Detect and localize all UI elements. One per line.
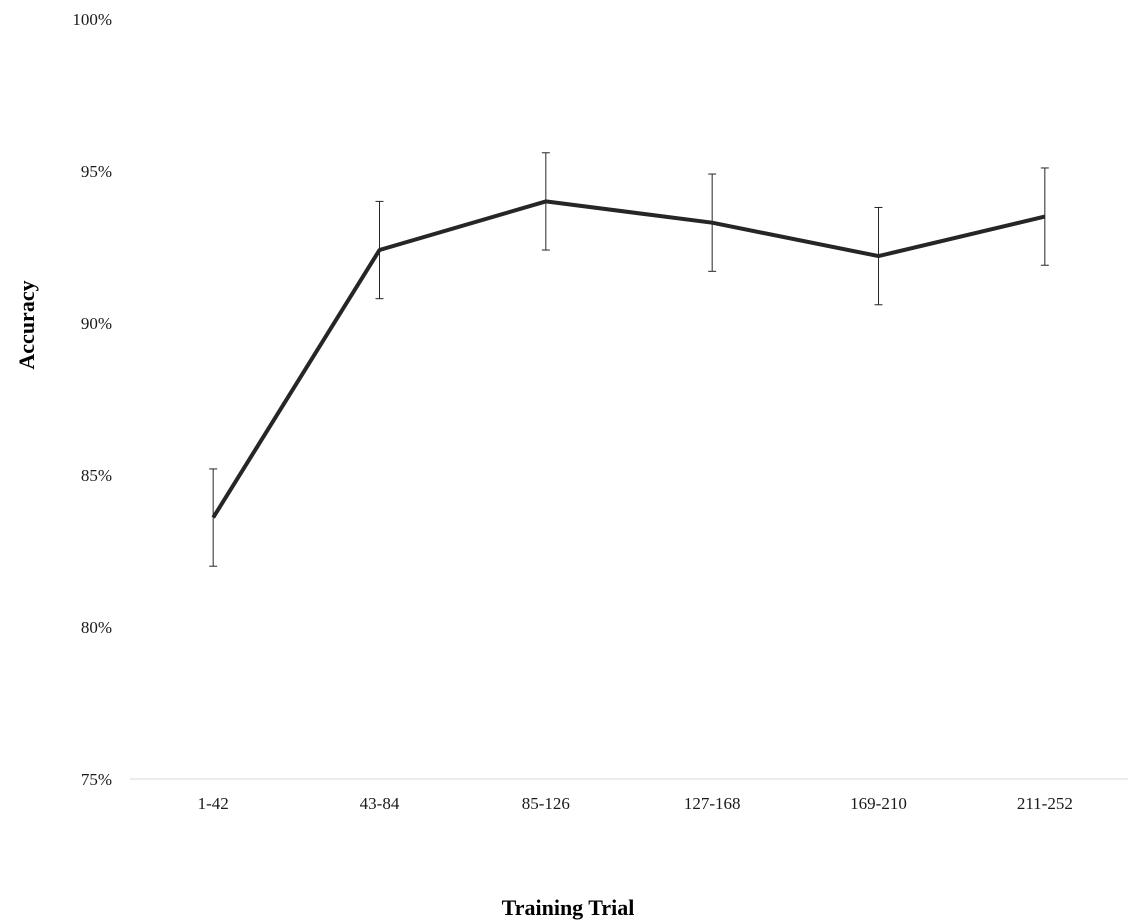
y-axis-ticks: 75% 80% 85% 90% 95% 100% xyxy=(72,10,112,789)
y-axis-title: Accuracy xyxy=(14,280,39,369)
error-bars xyxy=(209,152,1049,567)
x-tick-label: 127-168 xyxy=(684,794,741,813)
series-line xyxy=(211,199,1046,519)
x-tick-label: 211-252 xyxy=(1017,794,1073,813)
x-tick-label: 43-84 xyxy=(360,794,400,813)
y-tick-label: 80% xyxy=(81,618,112,637)
y-tick-label: 90% xyxy=(81,314,112,333)
y-tick-label: 75% xyxy=(81,770,112,789)
y-tick-label: 100% xyxy=(72,10,112,29)
y-tick-label: 95% xyxy=(81,162,112,181)
error-bar xyxy=(1040,167,1049,266)
x-tick-label: 169-210 xyxy=(850,794,907,813)
x-tick-label: 85-126 xyxy=(522,794,570,813)
x-axis-title: Training Trial xyxy=(502,895,635,920)
x-tick-label: 1-42 xyxy=(198,794,229,813)
x-axis-ticks: 1-42 43-84 85-126 127-168 169-210 211-252 xyxy=(198,794,1073,813)
y-tick-label: 85% xyxy=(81,466,112,485)
